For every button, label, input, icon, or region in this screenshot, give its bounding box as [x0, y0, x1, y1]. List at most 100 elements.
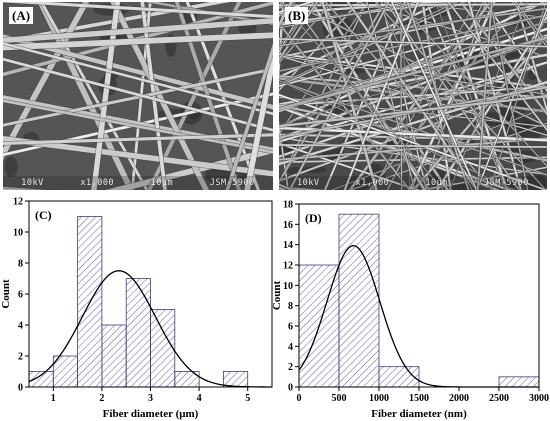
sem-fiber — [330, 106, 547, 190]
y-tick-label: 14 — [283, 240, 293, 251]
y-tick-label: 6 — [288, 322, 293, 333]
sem-fibers-a — [3, 2, 273, 190]
sem-fiber — [3, 67, 273, 127]
sem-fiber — [323, 2, 406, 190]
sem-voltage: 10kV — [21, 178, 44, 188]
histogram-bar — [52, 355, 78, 388]
histogram-bar — [125, 278, 151, 388]
sem-fiber — [279, 7, 547, 47]
sem-fiber — [110, 2, 210, 190]
sem-fiber — [279, 2, 460, 25]
y-tick-label: 12 — [13, 197, 23, 208]
sem-fiber — [390, 2, 478, 190]
sem-instrument: JSM-5900 — [209, 178, 255, 188]
sem-fiber — [279, 144, 547, 148]
y-tick-label: 8 — [18, 259, 23, 270]
sem-fiber — [244, 45, 273, 190]
sem-fibers-b — [279, 2, 547, 190]
sem-fiber — [3, 2, 90, 161]
sem-fiber — [476, 2, 493, 190]
sem-fiber — [374, 2, 547, 190]
sem-fiber — [3, 57, 273, 132]
y-axis-title: Count — [0, 279, 12, 309]
sem-fiber — [279, 2, 293, 28]
sem-fiber — [279, 2, 547, 59]
sem-footer-a: 10kV x1,000 10μm JSM-5900 — [3, 176, 273, 190]
histogram-bar — [378, 366, 420, 388]
histogram-bar — [222, 371, 249, 388]
histogram-c: 1 2 3 4 5 0 2 4 6 8 10 12 Fiber diameter (μm) Count (C… — [0, 192, 275, 421]
sem-fiber — [489, 2, 529, 190]
x-axis-title: Fiber diameter (μm) — [103, 408, 199, 420]
y-tick-label: 2 — [18, 352, 23, 363]
y-tick-label: 0 — [288, 383, 293, 394]
y-tick-label: 4 — [288, 342, 293, 353]
x-tick-label: 2 — [99, 393, 104, 404]
y-tick-label: 12 — [283, 261, 293, 272]
panel-label-a: (A) — [9, 7, 34, 24]
sem-image-a: (A) 10kV x1,000 10μm JSM-5900 — [3, 2, 273, 190]
sem-fiber — [279, 126, 547, 142]
sem-fiber — [279, 2, 467, 87]
sem-fiber — [279, 80, 547, 176]
sem-fiber — [321, 2, 378, 190]
sem-fiber — [343, 2, 419, 190]
y-tick-label: 2 — [288, 362, 293, 373]
sem-fiber — [3, 2, 273, 19]
sem-scalebar: 10μm — [425, 178, 448, 188]
sem-fiber — [3, 133, 273, 145]
sem-fiber — [279, 137, 547, 161]
sem-fiber — [279, 94, 547, 128]
sem-footer-b: 10kV x1,000 10μm JSM-5900 — [279, 176, 547, 190]
gaussian-fit-line — [28, 270, 272, 388]
histogram-bar — [338, 213, 380, 388]
y-tick-label: 6 — [18, 290, 23, 301]
sem-fiber — [3, 42, 273, 116]
sem-fiber — [279, 39, 547, 127]
sem-fiber — [146, 2, 242, 190]
y-tick-label: 8 — [288, 301, 293, 312]
sem-fiber — [443, 2, 509, 190]
sem-fiber — [225, 43, 273, 190]
sem-magnification: x1,000 — [355, 178, 390, 188]
sem-fiber — [3, 32, 273, 51]
sem-fiber — [279, 93, 547, 190]
sem-fiber — [39, 2, 149, 190]
x-axis-title: Fiber diameter (nm) — [371, 408, 467, 420]
sem-fiber — [279, 2, 314, 14]
sem-fiber — [91, 2, 121, 190]
histogram-d-svg: 0 500 1000 1500 2000 2500 3000 0 2 4 6 8 10 12 14 16 18 F… — [271, 200, 549, 421]
panel-label: (C) — [35, 208, 52, 222]
y-axis-title: Count — [271, 280, 283, 310]
histogram-d: 0 500 1000 1500 2000 2500 3000 0 2 4 6 8 10 12 14 16 18 F… — [271, 192, 550, 421]
x-tick-label: 1 — [51, 393, 56, 404]
y-tick-label: 10 — [283, 281, 293, 292]
sem-fiber — [476, 6, 547, 190]
y-tick-label: 0 — [18, 383, 23, 394]
y-tick-label: 10 — [13, 228, 23, 239]
panel-label-b: (B) — [285, 7, 309, 24]
sem-scalebar: 10μm — [150, 178, 174, 188]
sem-fiber — [279, 38, 547, 48]
x-tick-label: 1000 — [369, 393, 389, 404]
sem-fiber — [346, 2, 479, 190]
sem-fiber — [279, 21, 547, 109]
sem-fiber — [279, 22, 411, 190]
sem-fiber — [279, 186, 328, 190]
sem-fiber — [279, 2, 420, 29]
sem-fiber — [144, 2, 273, 26]
sem-fiber — [318, 2, 450, 190]
sem-voltage: 10kV — [297, 178, 320, 188]
sem-fiber — [3, 18, 273, 44]
y-tick-label: 16 — [283, 220, 293, 231]
sem-fiber — [483, 2, 547, 92]
x-tick-label: 1500 — [409, 393, 429, 404]
x-tick-label: 0 — [297, 393, 302, 404]
sem-image-b: (B) 10kV x1,000 10μm JSM-5900 — [279, 2, 547, 190]
y-tick-label: 18 — [283, 200, 293, 211]
sem-fiber — [105, 147, 273, 190]
sem-instrument: JSM-5900 — [483, 178, 529, 188]
histogram-bar — [498, 376, 540, 388]
x-tick-label: 500 — [332, 393, 347, 404]
x-tick-label: 3000 — [529, 393, 549, 404]
